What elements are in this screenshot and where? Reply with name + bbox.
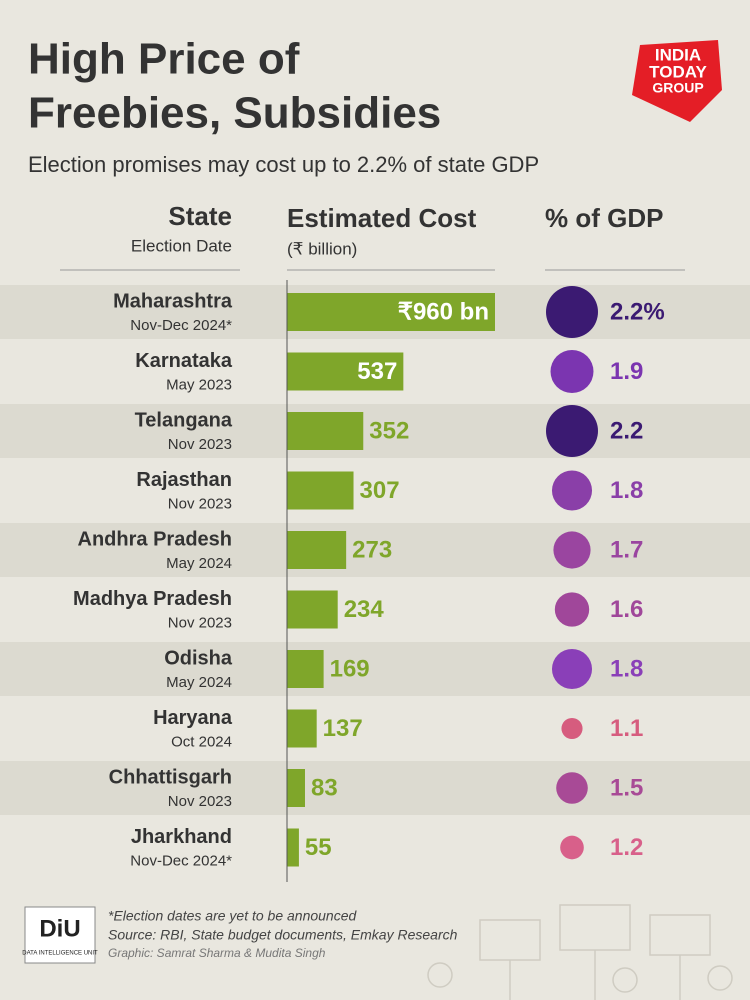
- election-date: Nov 2023: [168, 436, 232, 453]
- election-date: Nov-Dec 2024*: [130, 317, 232, 334]
- bar: [287, 828, 299, 867]
- gdp-circle: [554, 592, 590, 627]
- election-date: Nov 2023: [168, 495, 232, 512]
- state-name: Telangana: [135, 409, 233, 431]
- state-name: Andhra Pradesh: [78, 528, 232, 550]
- subtitle: Election promises may cost up to 2.2% of…: [28, 152, 539, 177]
- gdp-label: 1.7: [610, 536, 643, 563]
- bar: [287, 769, 305, 807]
- state-name: Haryana: [153, 707, 233, 729]
- election-date: Nov 2023: [168, 614, 232, 631]
- gdp-label: 1.8: [610, 655, 643, 682]
- bar-label: 169: [330, 655, 370, 682]
- bar-label: 234: [344, 596, 385, 623]
- header-gdp: % of GDP: [545, 203, 663, 233]
- gdp-circle: [550, 350, 594, 393]
- bar: [287, 531, 347, 569]
- gdp-label: 1.1: [610, 715, 643, 742]
- unit-logo: DiU: [39, 915, 80, 942]
- unit-logo-sub: DATA INTELLIGENCE UNIT: [22, 951, 98, 957]
- gdp-circle: [556, 772, 588, 804]
- rows: Maharashtra Nov-Dec 2024* ₹960 bn 2.2% Karna…: [0, 285, 750, 869]
- unit-logo-box: [24, 906, 96, 964]
- bar-label: 55: [305, 834, 332, 861]
- bar: [287, 709, 317, 748]
- header-state: State: [168, 201, 232, 231]
- credit: Graphic: Samrat Sharma & Mudita Singh: [108, 946, 326, 960]
- election-date: May 2023: [166, 376, 232, 393]
- gdp-circle: [560, 835, 584, 860]
- logo-text: INDIA: [655, 45, 701, 64]
- row-band: [0, 642, 750, 696]
- bar-label: 537: [357, 358, 397, 385]
- bar-label: 273: [352, 536, 392, 563]
- gdp-circle: [561, 717, 583, 740]
- election-date: Nov 2023: [168, 793, 232, 810]
- bar: [287, 352, 404, 391]
- bar: [287, 412, 364, 450]
- logo-text: GROUP: [652, 80, 703, 96]
- election-date: Nov-Dec 2024*: [130, 852, 232, 869]
- footnote: *Election dates are yet to be announced: [108, 908, 358, 924]
- bar: [287, 590, 338, 629]
- source: Source: RBI, State budget documents, Emk…: [108, 927, 458, 943]
- state-name: Rajasthan: [136, 469, 232, 491]
- gdp-label: 1.8: [610, 477, 643, 504]
- gdp-circle: [546, 286, 598, 338]
- election-date: May 2024: [166, 674, 232, 691]
- logo-shape: [632, 40, 722, 122]
- header-cost: Estimated Cost: [287, 203, 477, 233]
- bar: [287, 293, 495, 331]
- logo-text: TODAY: [649, 62, 707, 81]
- row-band: [0, 761, 750, 815]
- bar: [287, 471, 354, 510]
- header-cost-unit: (₹ billion): [287, 239, 357, 258]
- bar-label: ₹960 bn: [398, 298, 489, 325]
- gdp-label: 2.2%: [610, 298, 665, 325]
- bar-label: 137: [323, 715, 363, 742]
- state-name: Chhattisgarh: [109, 766, 232, 788]
- state-name: Odisha: [164, 647, 233, 669]
- gdp-label: 1.6: [610, 596, 643, 623]
- bar-label: 307: [360, 477, 400, 504]
- state-name: Madhya Pradesh: [73, 588, 232, 610]
- state-name: Maharashtra: [113, 290, 233, 312]
- row-band: [0, 404, 750, 458]
- gdp-circle: [551, 470, 593, 511]
- header-date: Election Date: [131, 236, 232, 255]
- state-name: Karnataka: [135, 350, 233, 372]
- bar-label: 352: [369, 417, 409, 444]
- election-date: May 2024: [166, 555, 232, 572]
- gdp-label: 1.2: [610, 834, 643, 861]
- crowd-sketch: [427, 904, 733, 1000]
- row-band: [0, 523, 750, 577]
- state-name: Jharkhand: [131, 826, 232, 848]
- bar-label: 83: [311, 774, 338, 801]
- title-line: Freebies, Subsidies: [28, 89, 441, 138]
- gdp-label: 2.2: [610, 417, 643, 444]
- gdp-label: 1.9: [610, 358, 643, 385]
- bar: [287, 650, 324, 688]
- gdp-label: 1.5: [610, 774, 643, 801]
- gdp-circle: [553, 531, 591, 569]
- gdp-circle: [546, 405, 598, 457]
- title-line: High Price of: [28, 35, 300, 84]
- election-date: Oct 2024: [171, 733, 232, 750]
- gdp-circle: [551, 648, 593, 690]
